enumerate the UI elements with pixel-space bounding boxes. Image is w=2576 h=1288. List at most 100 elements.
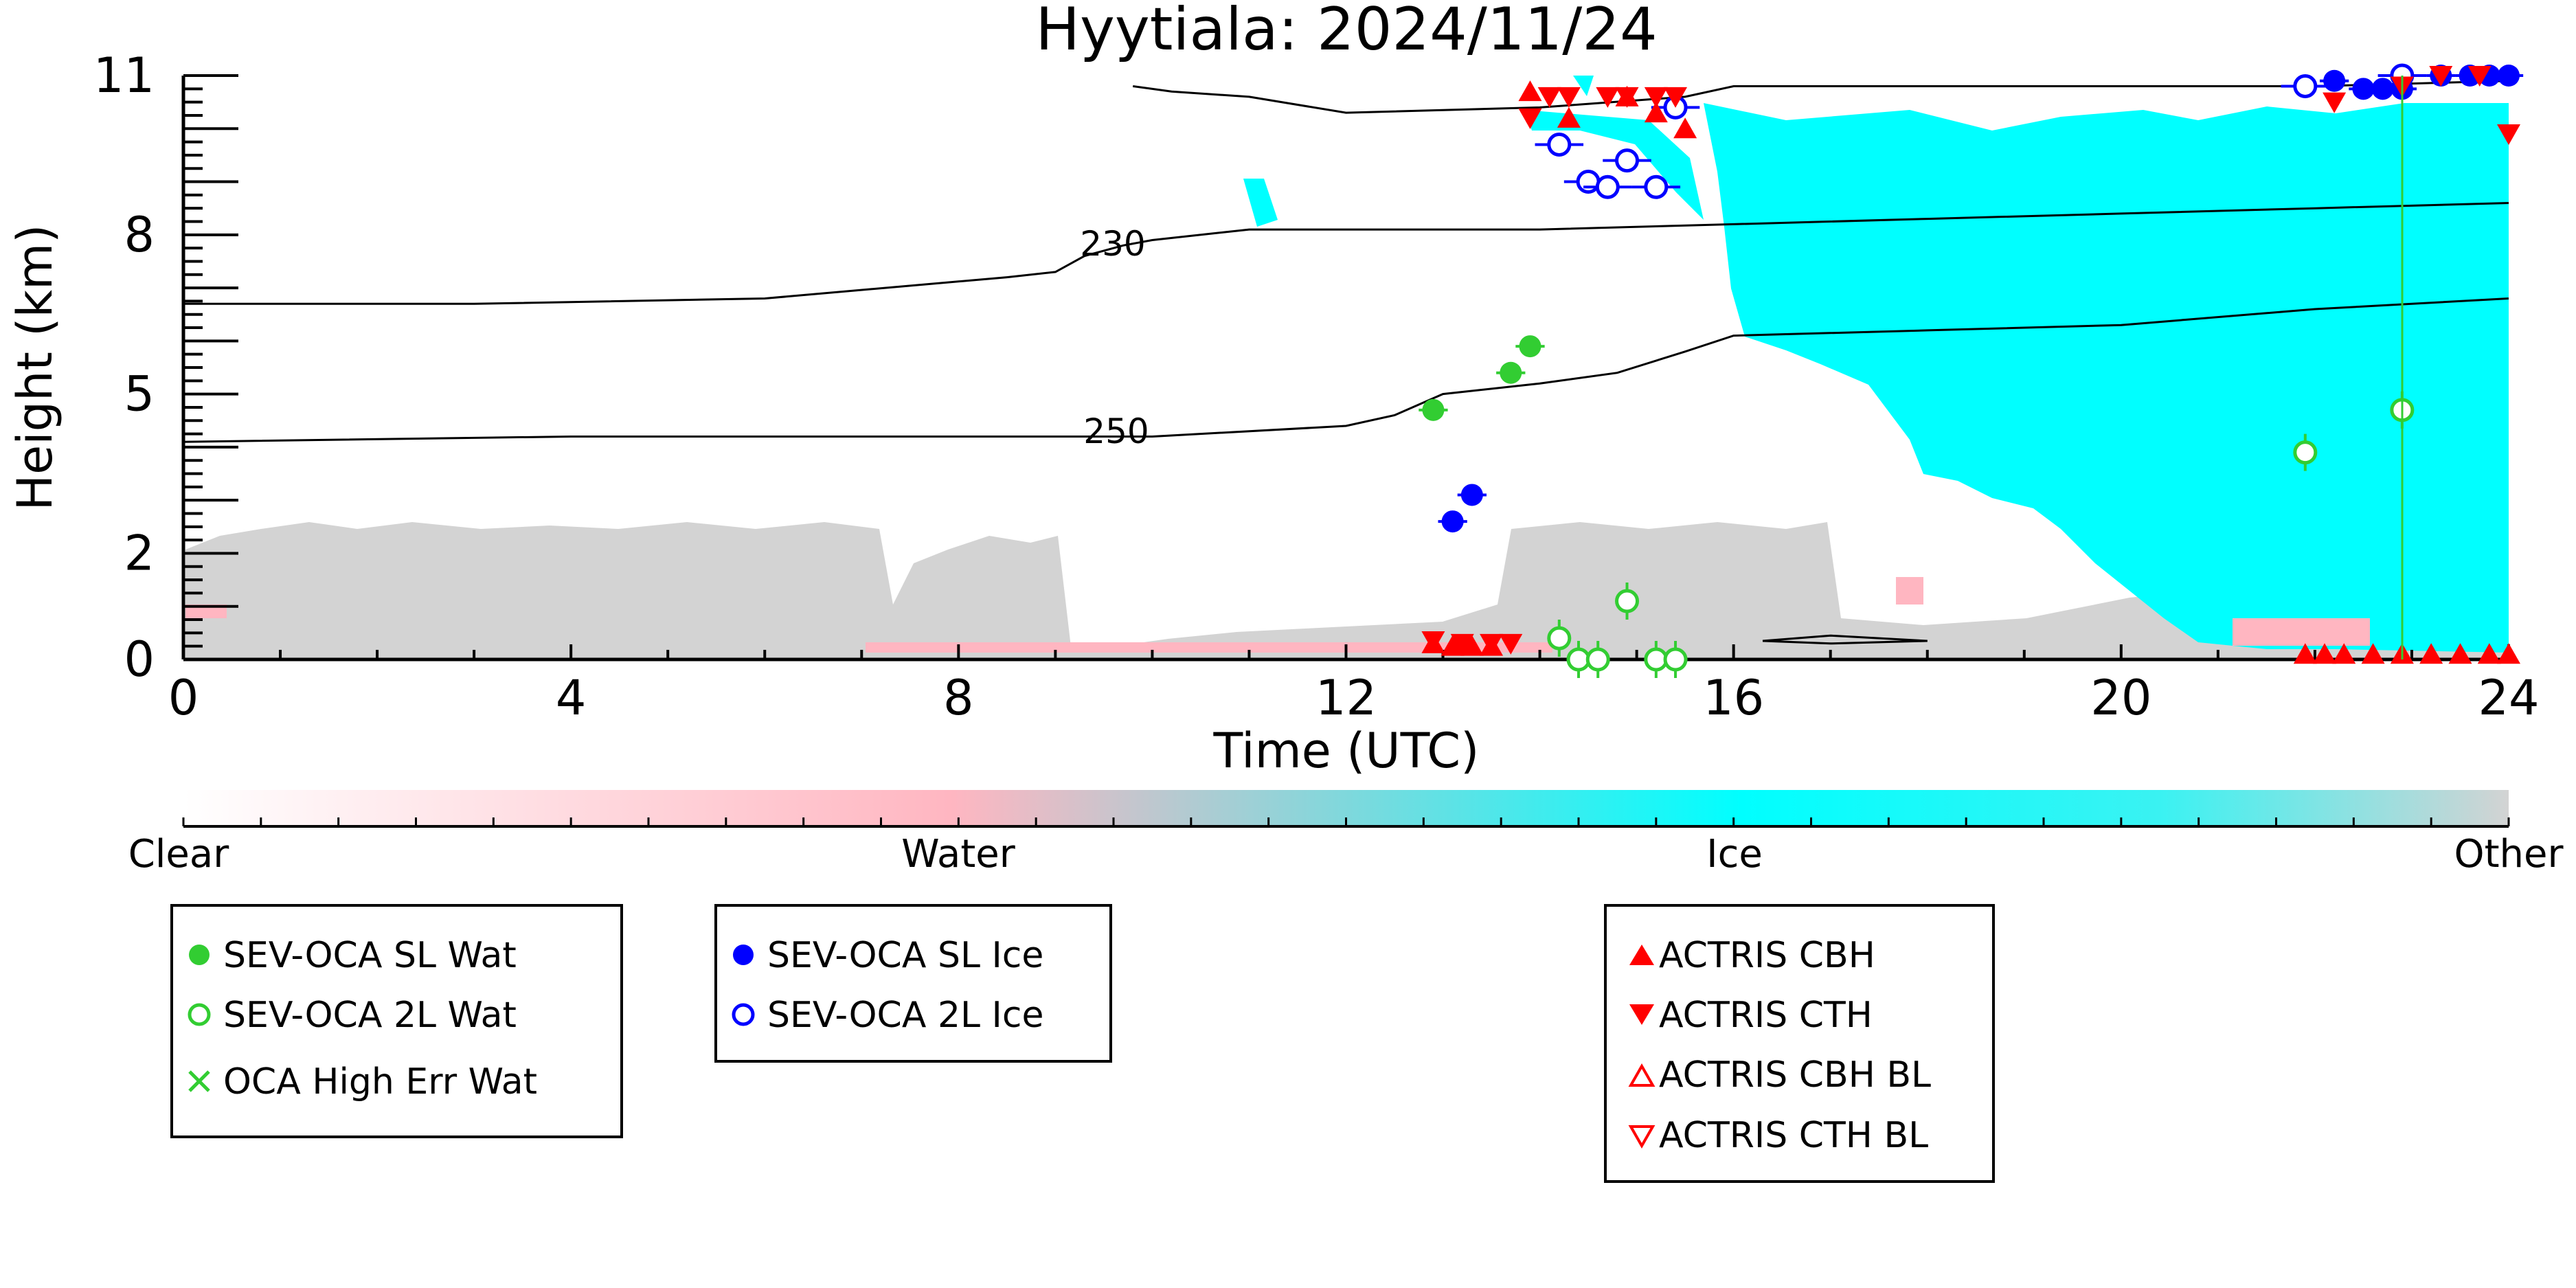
marker-sev-oca-2l-ice [1576, 170, 1601, 194]
marker-actris-cth [1450, 633, 1474, 655]
marker-actris-cbh [2361, 643, 2385, 664]
marker-actris-cbh [1460, 635, 1484, 656]
marker-actris-cbh [2293, 643, 2317, 664]
marker-sev-oca-2l-ice [1644, 174, 1669, 199]
marker-actris-cth [1557, 87, 1581, 108]
marker-actris-cth [2467, 66, 2492, 87]
x-tick-label: 20 [2090, 670, 2151, 726]
marker-actris-cbh [1557, 106, 1581, 128]
cloud-field [185, 76, 2509, 659]
contour-label-230: 230 [1080, 224, 1145, 264]
marker-actris-cbh [2332, 643, 2356, 664]
y-tick-label: 11 [93, 47, 155, 104]
marker-actris-cbh [1518, 80, 1542, 102]
marker-sev-oca-2l-wat [1585, 647, 1610, 672]
marker-sev-oca-sl-ice [2371, 78, 2394, 100]
marker-actris-cth [1480, 633, 1504, 655]
x-tick-label: 4 [556, 670, 587, 726]
contour-label-250: 250 [1083, 411, 1149, 451]
legend-box [714, 904, 1112, 1063]
legend-marker-sl-ice [733, 945, 754, 965]
marker-sev-oca-2l-ice [1547, 132, 1572, 157]
ice-patch-2 [1243, 179, 1278, 227]
x-tick-label: 24 [2478, 670, 2539, 726]
legend-label: SEV-OCA 2L Wat [223, 995, 517, 1036]
marker-sev-oca-2l-wat [1663, 647, 1688, 672]
ice-patch-1 [1525, 110, 1704, 220]
marker-actris-cbh [1644, 102, 1668, 123]
contour-line [1132, 80, 2509, 114]
marker-sev-oca-2l-wat [2293, 440, 2318, 465]
y-tick-label: 2 [124, 525, 155, 581]
marker-actris-cth [1518, 108, 1542, 129]
contour-line [1762, 634, 1928, 645]
legend-box [1604, 904, 1995, 1183]
water-band-1 [185, 605, 227, 618]
marker-sev-oca-2l-wat [1644, 647, 1669, 672]
colorbar-label-other: Other [2454, 832, 2564, 877]
legend-label: OCA High Err Wat [223, 1061, 537, 1103]
x-axis-label: Time (UTC) [1213, 723, 1480, 779]
colorbar-label-ice: Ice [1706, 832, 1763, 877]
temperature-contours [183, 80, 2509, 645]
marker-actris-cth [1615, 87, 1639, 108]
ice-patch-3 [1573, 76, 1594, 96]
marker-actris-cbh [2477, 643, 2501, 664]
marker-actris-cbh [2448, 643, 2472, 664]
legend-marker-sl-wat [189, 945, 210, 965]
water-band-2 [866, 642, 1552, 653]
legend-label: SEV-OCA 2L Ice [767, 995, 1043, 1036]
legend-marker-2l-wat [188, 1003, 211, 1026]
marker-sev-oca-sl-ice [1460, 484, 1483, 506]
marker-sev-oca-2l-ice [1615, 148, 1640, 173]
legend-marker-cth-bl [1628, 1125, 1656, 1149]
marker-sev-oca-sl-wat [1500, 361, 1522, 384]
legend-label: SEV-OCA SL Wat [223, 935, 517, 976]
colorbar-label-water: Water [901, 832, 1016, 877]
legend-water: SEV-OCA SL Wat SEV-OCA 2L Wat OCA High E… [170, 904, 623, 1138]
y-tick-label: 8 [124, 207, 155, 263]
x-tick-label: 8 [943, 670, 974, 726]
marker-sev-oca-sl-ice [2352, 78, 2375, 100]
marker-sev-oca-2l-wat [1547, 626, 1572, 651]
marker-sev-oca-2l-wat [1615, 589, 1640, 613]
y-ticks: 0 2 5 8 11 [93, 47, 238, 688]
legend-label: ACTRIS CTH [1659, 995, 1873, 1036]
x-ticks: 0 4 8 12 16 20 24 [168, 644, 2540, 726]
water-band-4 [1896, 577, 1923, 605]
marker-sev-oca-sl-ice [1441, 510, 1464, 533]
contour-line [183, 297, 2509, 443]
marker-sev-oca-2l-ice [1595, 174, 1620, 199]
marker-sev-oca-sl-ice [2323, 69, 2346, 92]
y-tick-label: 5 [124, 366, 155, 422]
marker-actris-cbh [2419, 643, 2443, 664]
marker-sev-oca-sl-ice [2498, 65, 2520, 87]
marker-actris-cbh [2497, 643, 2520, 664]
legend-marker-2l-ice [732, 1003, 755, 1026]
legend-marker-cbh [1629, 945, 1654, 965]
marker-actris-cth [1664, 87, 1688, 108]
marker-actris-cth [2323, 92, 2347, 113]
legend-label: ACTRIS CBH BL [1659, 1054, 1931, 1096]
marker-actris-cbh [2313, 643, 2337, 664]
legend-label: ACTRIS CBH [1659, 935, 1875, 976]
marker-actris-cbh [1440, 635, 1465, 656]
marker-actris-cth [2497, 124, 2520, 145]
colorbar-ticks [182, 817, 2510, 826]
marker-actris-cbh [1673, 117, 1697, 139]
x-tick-label: 12 [1315, 670, 1377, 726]
marker-sev-oca-2l-ice [2293, 74, 2318, 98]
legend-ice: SEV-OCA SL Ice SEV-OCA 2L Ice [714, 904, 1112, 1063]
marker-sev-oca-sl-wat [1422, 398, 1445, 421]
legend-actris: ACTRIS CBH ACTRIS CTH ACTRIS CBH BL ACTR… [1604, 904, 1995, 1183]
water-band-3 [2233, 618, 2370, 646]
marker-actris-cth [2429, 66, 2453, 87]
ice-region [1704, 103, 2509, 653]
contour-line [183, 202, 2509, 305]
legend-marker-high-err [188, 1070, 210, 1092]
y-tick-label: 0 [124, 631, 155, 688]
marker-actris-cth [1596, 87, 1620, 108]
y-axis-label: Height (km) [7, 225, 63, 511]
legend-marker-cbh-bl [1628, 1063, 1656, 1087]
